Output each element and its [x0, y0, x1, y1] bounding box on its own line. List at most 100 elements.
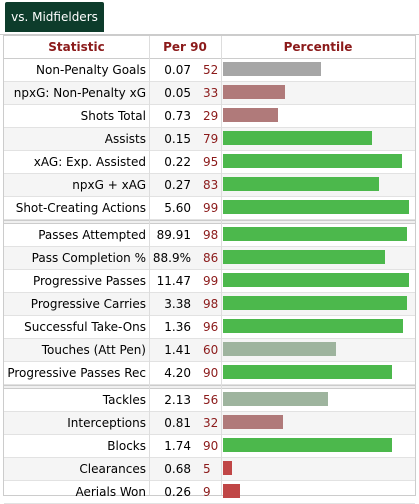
stat-label: Tackles	[102, 393, 146, 407]
per90-value: 0.22	[164, 155, 191, 169]
percentile-value: 86	[203, 251, 219, 265]
percentile-bar-track	[223, 461, 413, 477]
table-row: Shot-Creating Actions 5.60 99	[4, 197, 415, 220]
per90-value: 0.27	[164, 178, 191, 192]
stat-label: Non-Penalty Goals	[36, 63, 146, 77]
table-row: Pass Completion % 88.9% 86	[4, 247, 415, 270]
stat-label: Aerials Won	[75, 485, 146, 499]
percentile-bar	[223, 319, 403, 333]
per90-value: 4.20	[164, 366, 191, 380]
table-row: Blocks 1.74 90	[4, 435, 415, 458]
percentile-bar-track	[223, 200, 413, 216]
table-row: Aerials Won 0.26 9	[4, 481, 415, 504]
percentile-value: 9	[203, 485, 211, 499]
group-separator	[4, 385, 415, 389]
percentile-value: 98	[203, 228, 219, 242]
stat-label: Successful Take-Ons	[24, 320, 146, 334]
percentile-bar-track	[223, 415, 413, 431]
percentile-value: 99	[203, 274, 219, 288]
per90-value: 0.26	[164, 485, 191, 499]
percentile-value: 29	[203, 109, 219, 123]
header-statistic[interactable]: Statistic	[48, 40, 105, 54]
table-row: Progressive Passes 11.47 99	[4, 270, 415, 293]
table-row: Tackles 2.13 56	[4, 389, 415, 412]
percentile-bar-track	[223, 85, 413, 101]
percentile-value: 90	[203, 439, 219, 453]
table-row: Touches (Att Pen) 1.41 60	[4, 339, 415, 362]
stat-label: Progressive Passes	[32, 274, 146, 288]
column-divider	[149, 36, 150, 495]
percentile-bar	[223, 250, 385, 264]
percentile-bar	[223, 62, 321, 76]
stat-label: npxG + xAG	[72, 178, 146, 192]
percentile-bar-track	[223, 365, 413, 381]
table-row: npxG: Non-Penalty xG 0.05 33	[4, 82, 415, 105]
table-row: Assists 0.15 79	[4, 128, 415, 151]
table-row: Passes Attempted 89.91 98	[4, 224, 415, 247]
header-per90[interactable]: Per 90	[163, 40, 207, 54]
table-row: Interceptions 0.81 32	[4, 412, 415, 435]
percentile-bar-track	[223, 438, 413, 454]
stat-label: Shot-Creating Actions	[15, 201, 146, 215]
percentile-bar-track	[223, 62, 413, 78]
percentile-bar	[223, 200, 409, 214]
per90-value: 88.9%	[152, 251, 191, 265]
stat-label: npxG: Non-Penalty xG	[13, 86, 146, 100]
percentile-value: 33	[203, 86, 219, 100]
percentile-bar-track	[223, 319, 413, 335]
stat-label: Assists	[104, 132, 146, 146]
per90-value: 1.36	[164, 320, 191, 334]
stat-label: Shots Total	[80, 109, 146, 123]
percentile-bar-track	[223, 177, 413, 193]
percentile-bar-track	[223, 342, 413, 358]
header-percentile[interactable]: Percentile	[283, 40, 353, 54]
percentile-bar	[223, 131, 372, 145]
group-separator	[4, 220, 415, 224]
tab-vs-midfielders[interactable]: vs. Midfielders	[5, 2, 104, 32]
percentile-value: 5	[203, 462, 211, 476]
percentile-bar	[223, 415, 283, 429]
stat-label: Touches (Att Pen)	[41, 343, 146, 357]
percentile-value: 83	[203, 178, 219, 192]
percentile-value: 60	[203, 343, 219, 357]
percentile-bar	[223, 273, 409, 287]
per90-value: 5.60	[164, 201, 191, 215]
percentile-bar	[223, 154, 402, 168]
per90-value: 0.73	[164, 109, 191, 123]
stat-label: Blocks	[107, 439, 146, 453]
percentile-bar-track	[223, 250, 413, 266]
percentile-table: Statistic Per 90 Percentile Non-Penalty …	[3, 35, 416, 504]
per90-value: 0.81	[164, 416, 191, 430]
percentile-bar	[223, 108, 278, 122]
table-row: Clearances 0.68 5	[4, 458, 415, 481]
per90-value: 2.13	[164, 393, 191, 407]
stat-label: Progressive Passes Rec	[7, 366, 146, 380]
percentile-value: 99	[203, 201, 219, 215]
per90-value: 1.41	[164, 343, 191, 357]
table-header: Statistic Per 90 Percentile	[4, 36, 415, 59]
percentile-bar	[223, 85, 285, 99]
percentile-value: 96	[203, 320, 219, 334]
percentile-bar	[223, 296, 407, 310]
percentile-value: 95	[203, 155, 219, 169]
stat-label: Progressive Carries	[30, 297, 146, 311]
per90-value: 3.38	[164, 297, 191, 311]
percentile-bar-track	[223, 131, 413, 147]
percentile-value: 79	[203, 132, 219, 146]
per90-value: 1.74	[164, 439, 191, 453]
percentile-bar	[223, 438, 392, 452]
table-row: Non-Penalty Goals 0.07 52	[4, 59, 415, 82]
percentile-bar-track	[223, 227, 413, 243]
stat-label: Interceptions	[67, 416, 146, 430]
percentile-bar	[223, 365, 392, 379]
percentile-bar-track	[223, 273, 413, 289]
stat-label: Passes Attempted	[38, 228, 146, 242]
percentile-bar	[223, 227, 407, 241]
percentile-value: 52	[203, 63, 219, 77]
column-divider	[221, 36, 222, 495]
per90-value: 0.15	[164, 132, 191, 146]
percentile-bar	[223, 461, 232, 475]
percentile-bar-track	[223, 108, 413, 124]
tab-bar: vs. Midfielders	[0, 0, 419, 35]
